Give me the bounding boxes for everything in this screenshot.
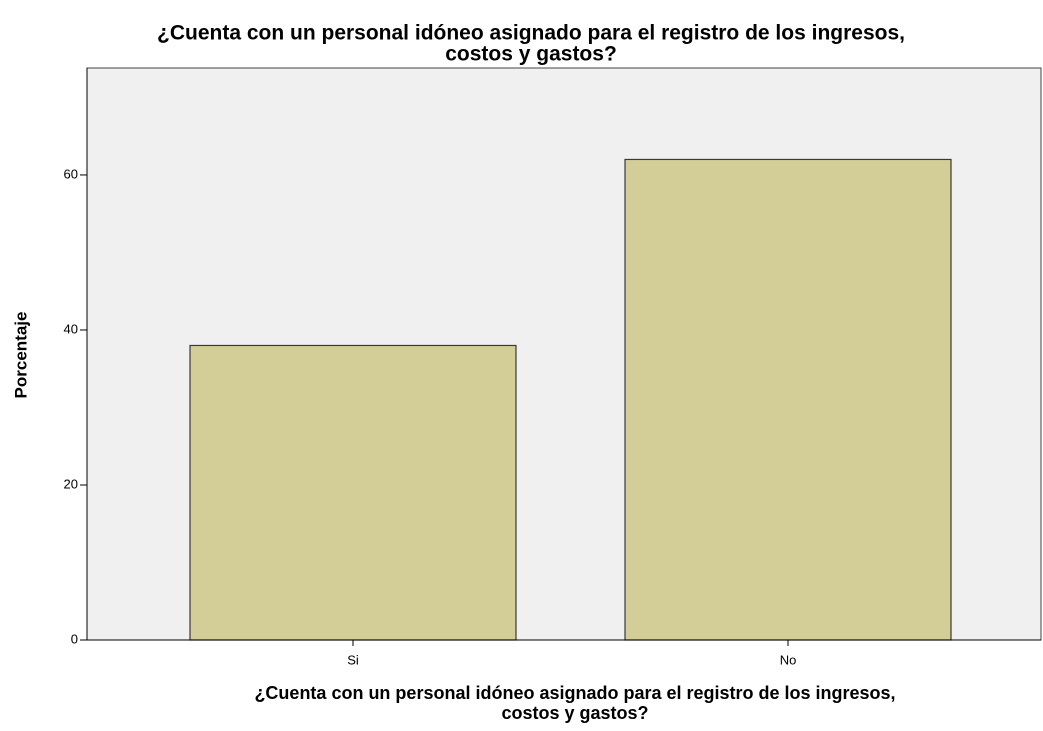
y-axis-label: Porcentaje bbox=[11, 312, 30, 399]
x-axis-label: costos y gastos? bbox=[501, 703, 648, 723]
bar bbox=[624, 158, 952, 641]
x-axis-label: ¿Cuenta con un personal idóneo asignado … bbox=[254, 683, 895, 703]
y-tick-label: 0 bbox=[71, 631, 78, 646]
chart-title: costos y gastos? bbox=[445, 43, 617, 66]
x-tick-label: No bbox=[780, 652, 797, 667]
y-tick-label: 40 bbox=[64, 321, 78, 336]
bar bbox=[189, 344, 517, 641]
y-tick-label: 20 bbox=[64, 476, 78, 491]
chart-title: ¿Cuenta con un personal idóneo asignado … bbox=[157, 22, 905, 45]
y-tick-label: 60 bbox=[64, 166, 78, 181]
x-tick-label: Si bbox=[347, 652, 359, 667]
